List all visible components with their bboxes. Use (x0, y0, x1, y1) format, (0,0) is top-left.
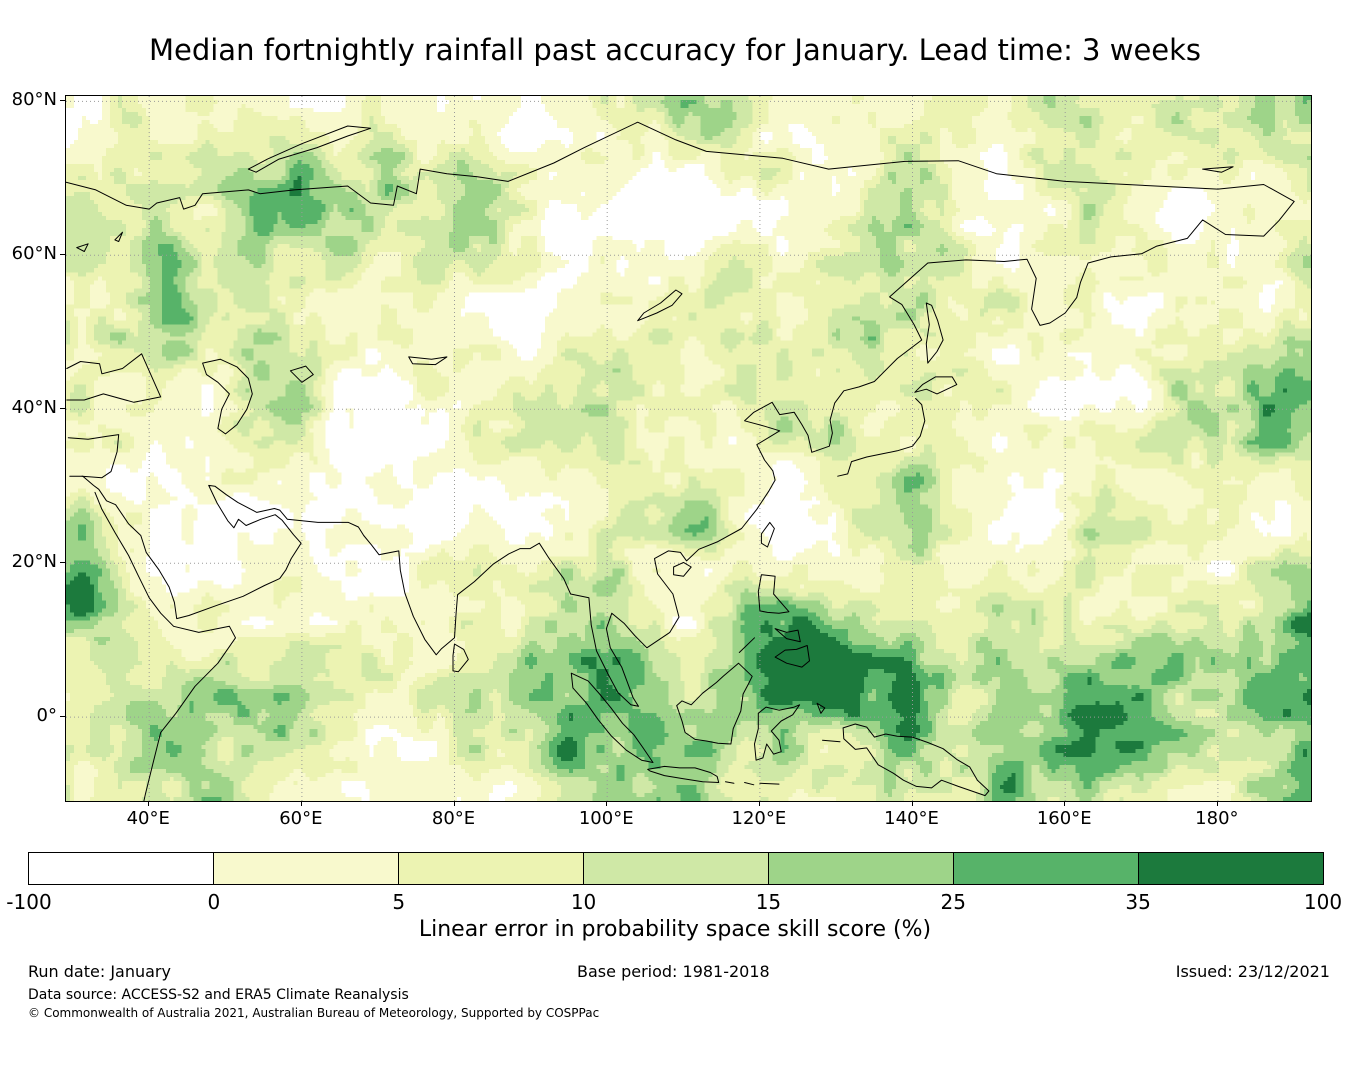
colorbar-segment (214, 853, 399, 884)
rainfall-skill-map (66, 96, 1311, 801)
colorbar-label: Linear error in probability space skill … (418, 917, 932, 942)
lon-tick-label: 60°E (279, 808, 323, 829)
map-overlay (66, 96, 1311, 801)
colorbar-tick-label: 35 (1125, 890, 1151, 914)
figure-title: Median fortnightly rainfall past accurac… (148, 33, 1202, 67)
lat-tick-mark (60, 562, 65, 564)
colorbar-segment (769, 853, 954, 884)
lat-tick-mark (60, 716, 65, 718)
lon-tick-label: 40°E (126, 808, 170, 829)
colorbar-tick-label: 100 (1303, 890, 1343, 914)
lon-tick-mark (1216, 801, 1218, 806)
lon-tick-label: 120°E (731, 808, 787, 829)
footer-row: Run date: January Base period: 1981-2018… (28, 962, 1330, 981)
colorbar-tick-label: 10 (570, 890, 597, 914)
lat-tick-label: 40°N (11, 397, 57, 419)
lat-tick-mark (60, 408, 65, 410)
lon-tick-mark (758, 801, 760, 806)
copyright-text: © Commonwealth of Australia 2021, Austra… (28, 1006, 600, 1020)
lon-tick-label: 100°E (578, 808, 634, 829)
base-period-text: Base period: 1981-2018 (577, 962, 770, 981)
colorbar-tick-label: 5 (392, 890, 406, 914)
colorbar-segment (399, 853, 584, 884)
colorbar-segment (1139, 853, 1323, 884)
issued-date-text: Issued: 23/12/2021 (1175, 962, 1330, 981)
colorbar-segment (954, 853, 1139, 884)
colorbar-tick-label: -100 (6, 890, 52, 914)
lon-tick-label: 80°E (431, 808, 476, 829)
lon-tick-mark (911, 801, 913, 806)
lon-tick-label: 180° (1195, 808, 1239, 829)
lat-tick-label: 0° (36, 705, 57, 727)
lat-tick-label: 20°N (11, 551, 57, 573)
lat-tick-label: 60°N (11, 243, 57, 265)
lat-tick-mark (60, 100, 65, 102)
colorbar (28, 852, 1324, 885)
lon-tick-label: 140°E (884, 808, 939, 829)
colorbar-tick-label: 25 (940, 890, 967, 914)
lon-tick-mark (606, 801, 608, 806)
colorbar-tick-label: 0 (207, 890, 221, 914)
lon-tick-label: 160°E (1036, 808, 1092, 829)
lon-tick-mark (300, 801, 302, 806)
colorbar-segment (29, 853, 214, 884)
colorbar-tick-label: 15 (755, 890, 782, 914)
lat-tick-mark (60, 254, 65, 256)
lon-tick-mark (453, 801, 455, 806)
lat-tick-label: 80°N (11, 89, 57, 111)
data-source-text: Data source: ACCESS-S2 and ERA5 Climate … (28, 987, 409, 1003)
colorbar-segment (584, 853, 769, 884)
lon-tick-mark (1064, 801, 1066, 806)
map-panel (65, 95, 1312, 802)
lon-tick-mark (148, 801, 150, 806)
run-date-text: Run date: January (28, 962, 171, 981)
